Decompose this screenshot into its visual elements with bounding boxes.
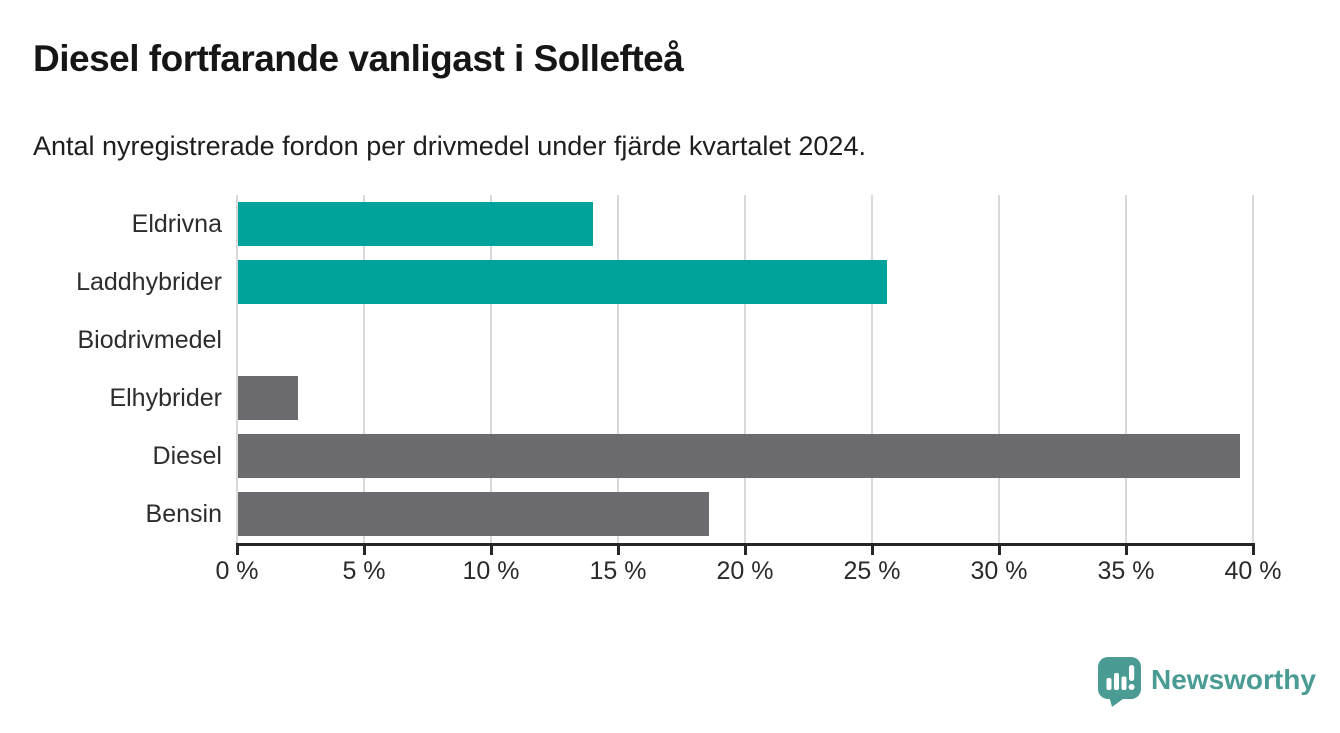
gridline — [236, 195, 238, 543]
x-axis-tick-label: 25 % — [843, 557, 901, 585]
bar-elhybrider — [238, 376, 298, 420]
x-axis-tick — [1251, 543, 1255, 555]
gridline — [1125, 195, 1127, 543]
x-axis-tick-label: 0 % — [215, 557, 259, 585]
chart-subtitle: Antal nyregistrerade fordon per drivmede… — [33, 131, 866, 161]
x-axis-tick — [743, 543, 747, 555]
chart-title: Diesel fortfarande vanligast i Sollefteå — [33, 38, 684, 79]
newsworthy-logo-icon — [1098, 657, 1141, 707]
x-axis-tick-label: 20 % — [716, 557, 774, 585]
bar-laddhybrider — [238, 260, 888, 304]
x-axis-tick-label: 30 % — [970, 557, 1028, 585]
x-axis-tick — [616, 543, 620, 555]
x-axis-tick — [1124, 543, 1128, 555]
newsworthy-logo: Newsworthy — [1097, 656, 1316, 707]
gridline — [998, 195, 1000, 543]
bar-diesel — [238, 434, 1241, 478]
x-axis-tick — [997, 543, 1001, 555]
gridline — [871, 195, 873, 543]
bar-bensin — [238, 492, 710, 536]
bar-eldrivna — [238, 202, 593, 246]
category-label: Diesel — [152, 442, 222, 470]
newsworthy-logo-text: Newsworthy — [1151, 663, 1316, 695]
gridline — [617, 195, 619, 543]
x-axis-tick-label: 5 % — [342, 557, 386, 585]
gridline — [744, 195, 746, 543]
category-label: Eldrivna — [131, 210, 222, 238]
x-axis-tick-label: 15 % — [589, 557, 647, 585]
category-label: Bensin — [145, 500, 222, 528]
category-label: Laddhybrider — [76, 268, 222, 296]
x-axis-tick-label: 35 % — [1097, 557, 1155, 585]
x-axis-tick — [362, 543, 366, 555]
x-axis-tick-label: 40 % — [1224, 557, 1282, 585]
gridline — [1252, 195, 1254, 543]
gridline — [363, 195, 365, 543]
x-axis-tick-label: 10 % — [462, 557, 520, 585]
category-label: Elhybrider — [109, 384, 222, 412]
gridline — [490, 195, 492, 543]
x-axis-tick — [235, 543, 239, 555]
x-axis-tick — [870, 543, 874, 555]
x-axis-tick — [489, 543, 493, 555]
category-label: Biodrivmedel — [77, 326, 222, 354]
